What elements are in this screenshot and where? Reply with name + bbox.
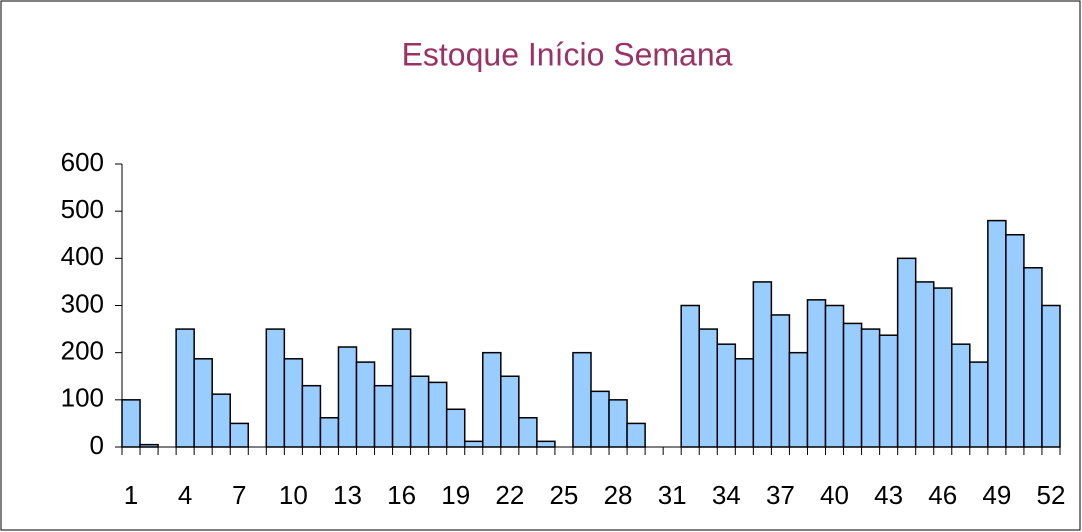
- x-tick-label: 4: [178, 480, 192, 510]
- bar: [626, 422, 646, 448]
- x-tick-label: 16: [387, 480, 416, 510]
- bar: [283, 358, 304, 448]
- bar: [608, 399, 628, 448]
- bar: [175, 328, 195, 448]
- x-tick-label: 22: [495, 480, 524, 510]
- bar: [824, 304, 845, 448]
- x-tick-label: 52: [1037, 480, 1066, 510]
- x-tick-label: 25: [549, 480, 578, 510]
- bar: [951, 343, 971, 448]
- bar: [716, 343, 737, 448]
- bar: [788, 351, 809, 448]
- bar: [932, 287, 953, 448]
- x-tick-label: 7: [232, 480, 246, 510]
- x-tick-label: 28: [604, 480, 633, 510]
- bar: [193, 358, 213, 448]
- bar: [878, 334, 899, 448]
- bar: [427, 381, 448, 448]
- bar: [373, 384, 394, 448]
- bar: [914, 281, 935, 448]
- y-tick-label: 600: [61, 147, 104, 177]
- bar: [987, 219, 1007, 448]
- bar: [211, 393, 231, 448]
- bar: [229, 422, 250, 448]
- bar: [770, 314, 791, 448]
- bar: [969, 361, 989, 448]
- bar: [752, 281, 773, 448]
- bar: [482, 351, 502, 448]
- bar: [806, 299, 827, 448]
- y-tick-label: 0: [90, 430, 104, 460]
- x-tick-label: 37: [766, 480, 795, 510]
- y-tick-label: 100: [61, 383, 104, 413]
- x-tick-label: 31: [658, 480, 687, 510]
- bar: [463, 440, 484, 448]
- bar: [860, 328, 881, 448]
- x-tick-label: 1: [124, 480, 138, 510]
- bar: [536, 440, 556, 448]
- bar: [698, 328, 719, 448]
- bar: [572, 351, 592, 448]
- y-tick-label: 500: [61, 194, 104, 224]
- x-tick-label: 34: [712, 480, 741, 510]
- x-tick-label: 13: [333, 480, 362, 510]
- bar: [265, 328, 286, 448]
- bar: [896, 257, 917, 448]
- chart-title: Estoque Início Semana: [402, 36, 733, 72]
- x-tick-label: 43: [874, 480, 903, 510]
- bar: [121, 399, 141, 448]
- x-tick-label: 46: [928, 480, 957, 510]
- y-tick-label: 300: [61, 288, 104, 318]
- bar: [842, 322, 863, 448]
- bar: [1023, 267, 1043, 448]
- bar: [337, 346, 358, 448]
- bar: [590, 390, 610, 448]
- bar: [319, 417, 340, 448]
- bar: [734, 358, 755, 448]
- bar: [518, 417, 538, 448]
- y-tick-label: 400: [61, 241, 104, 271]
- x-tick-label: 10: [279, 480, 308, 510]
- x-tick-label: 40: [820, 480, 849, 510]
- y-tick-label: 200: [61, 336, 104, 366]
- bar: [500, 375, 520, 448]
- bar: [409, 375, 430, 448]
- bar: [1005, 234, 1025, 448]
- bar: [680, 304, 700, 448]
- bar: [1041, 304, 1061, 448]
- bar: [445, 408, 466, 448]
- bar: [355, 361, 376, 448]
- x-tick-label: 19: [441, 480, 470, 510]
- bar: [301, 384, 322, 448]
- x-tick-label: 49: [982, 480, 1011, 510]
- bar: [391, 328, 412, 448]
